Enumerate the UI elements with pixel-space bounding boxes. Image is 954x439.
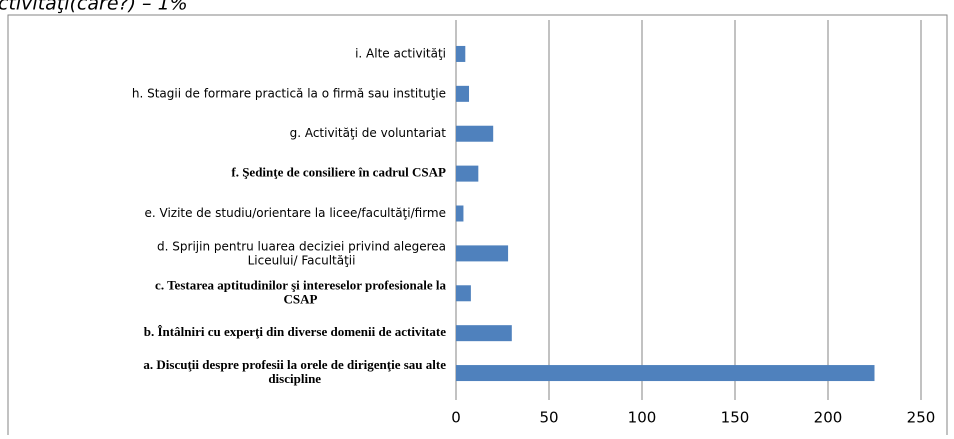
annotation: ctivităţi(care?) – 1% [0, 0, 188, 15]
bar [456, 165, 479, 182]
y-tick-label: c. Testarea aptitudinilor şi intereselor… [155, 277, 446, 306]
y-tick-label: i. Alte activităţi [355, 46, 446, 60]
y-tick-label: a. Discuţii despre profesii la orele de … [143, 357, 446, 386]
bar [456, 45, 466, 62]
bar [456, 85, 470, 102]
bar [456, 245, 509, 262]
y-tick-label: h. Stagii de formare practică la o firmă… [132, 86, 446, 100]
bar [456, 325, 512, 342]
x-tick-label: 50 [539, 409, 558, 427]
x-tick-label: 100 [628, 409, 657, 427]
y-tick-label: g. Activităţi de voluntariat [290, 126, 447, 140]
bar [456, 285, 471, 302]
bar [456, 365, 875, 382]
y-tick-label: e. Vizite de studiu/orientare la licee/f… [144, 206, 446, 220]
x-tick-label: 150 [721, 409, 750, 427]
y-tick-label: d. Sprijin pentru luarea deciziei privin… [157, 239, 446, 267]
x-tick-label: 250 [907, 409, 936, 427]
bar [456, 125, 494, 142]
bar [456, 205, 464, 222]
x-tick-label: 0 [451, 409, 461, 427]
x-tick-label: 200 [814, 409, 843, 427]
y-tick-label: b. Întâlniri cu experţi din diverse dome… [144, 324, 446, 339]
y-tick-label: f. Şedinţe de consiliere în cadrul CSAP [231, 165, 446, 180]
